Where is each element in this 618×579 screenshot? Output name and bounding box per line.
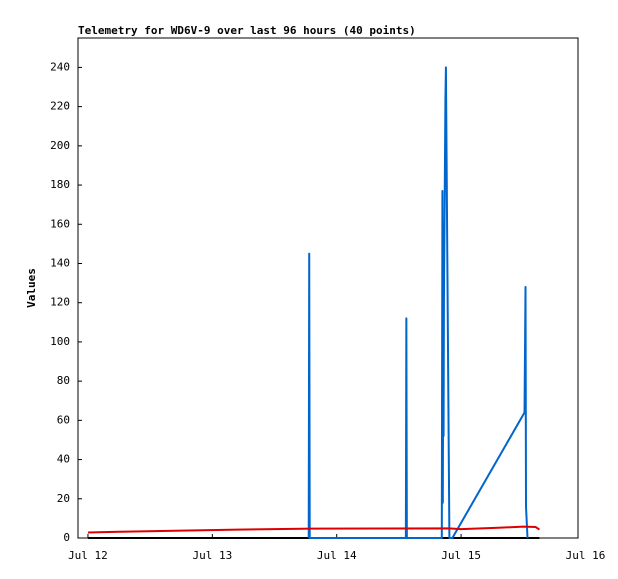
y-tick-label: 240 [50, 60, 70, 73]
series-line [307, 66, 529, 539]
series-line [87, 525, 541, 534]
y-tick-label: 160 [50, 217, 70, 230]
x-tick-label: Jul 14 [317, 549, 357, 562]
x-tick-label: Jul 12 [68, 549, 108, 562]
y-tick-label: 80 [57, 374, 70, 387]
plot-frame [77, 37, 579, 539]
y-axis-label: Values [25, 268, 38, 308]
y-tick-label: 220 [50, 100, 70, 113]
chart-title: Telemetry for WD6V-9 over last 96 hours … [78, 24, 416, 37]
x-tick-label: Jul 13 [192, 549, 232, 562]
y-tick-label: 0 [63, 531, 70, 544]
y-tick-label: 100 [50, 335, 70, 348]
x-tick-label: Jul 15 [441, 549, 481, 562]
y-tick-label: 140 [50, 256, 70, 269]
x-tick-label: Jul 16 [566, 549, 606, 562]
y-tick-label: 20 [57, 492, 70, 505]
y-tick-label: 200 [50, 139, 70, 152]
y-tick-label: 40 [57, 453, 70, 466]
y-tick-label: 180 [50, 178, 70, 191]
y-tick-label: 120 [50, 296, 70, 309]
y-tick-label: 60 [57, 413, 70, 426]
